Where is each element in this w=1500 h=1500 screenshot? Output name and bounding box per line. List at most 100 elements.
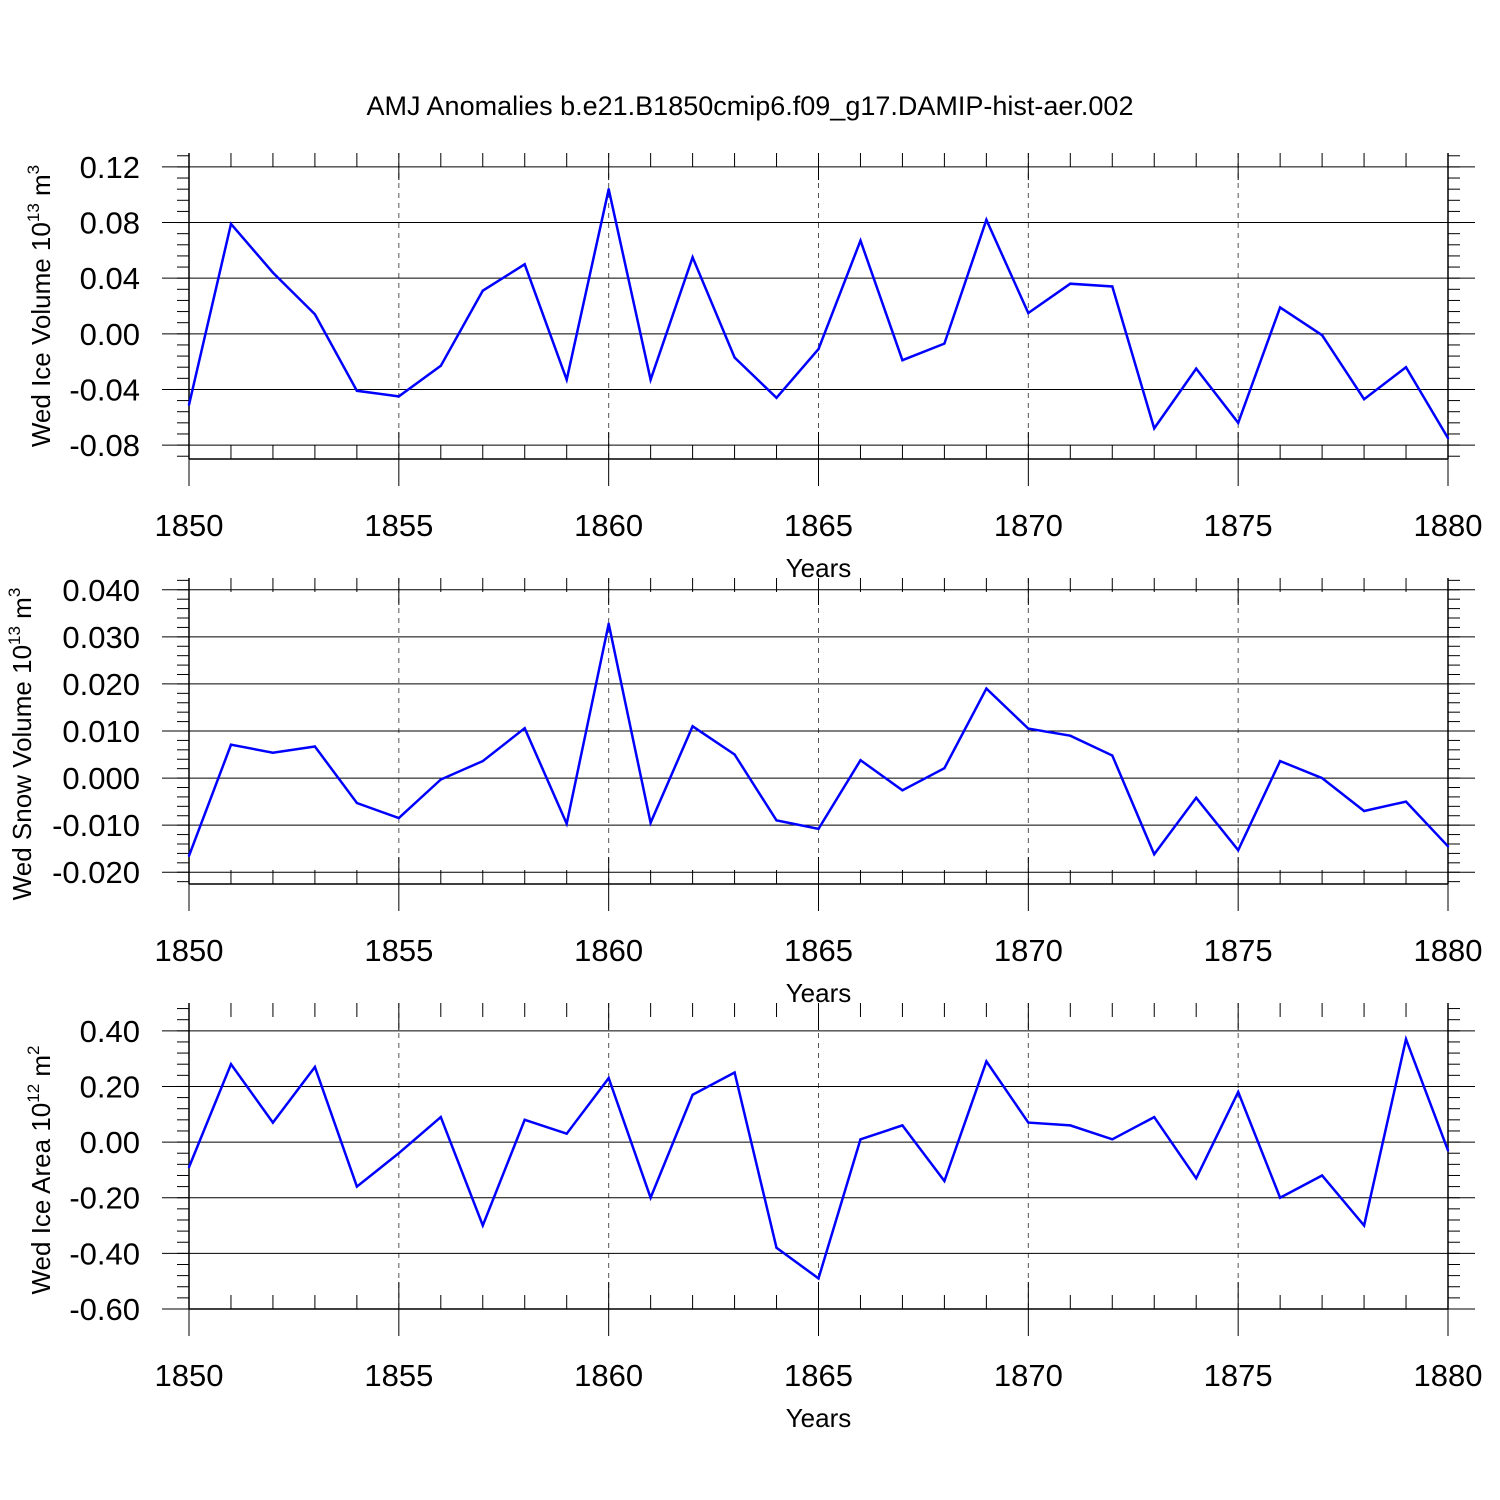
data-point [1446, 436, 1450, 440]
data-point [859, 758, 862, 762]
y-tick-label: 0.40 [80, 1014, 140, 1049]
y-tick-label: 0.04 [80, 261, 140, 296]
data-point [775, 396, 778, 399]
x-tick-label: 1855 [364, 508, 433, 543]
data-point [523, 263, 526, 266]
x-tick-label: 1865 [784, 933, 853, 968]
data-point [691, 256, 694, 259]
x-tick-label: 1860 [574, 1358, 643, 1393]
data-point [1278, 1196, 1282, 1199]
data-point [1111, 285, 1114, 288]
data-point [733, 753, 736, 756]
data-point [859, 1138, 862, 1141]
data-point [397, 816, 401, 820]
data-point [271, 1121, 275, 1124]
data-point [313, 313, 317, 316]
x-tick-label: 1860 [574, 933, 643, 968]
data-point [397, 1152, 401, 1155]
y-tick-label: 0.00 [80, 1125, 140, 1160]
x-tick-label: 1870 [994, 933, 1063, 968]
x-tick-label: 1875 [1204, 1358, 1273, 1393]
data-point [1153, 427, 1156, 430]
panel-2: -0.020 -0.010 0.000 0.010 0.020 0.030 0.040 185… [5, 573, 1482, 1008]
data-point [229, 1063, 233, 1066]
data-point [1153, 853, 1156, 856]
data-point [1195, 367, 1198, 370]
data-point [733, 1071, 736, 1074]
data-point [187, 1165, 191, 1169]
panel-3: -0.60 -0.40 -0.20 0.00 0.20 0.40 1850 1855 1860 1… [24, 1003, 1482, 1433]
x-tick-label: 1860 [574, 508, 643, 543]
data-point [901, 789, 904, 792]
data-point [313, 745, 317, 748]
data-point [607, 187, 610, 191]
data-point [1236, 1090, 1240, 1094]
data-point [817, 347, 820, 351]
data-point [481, 1224, 484, 1227]
y-tick-label: 0.020 [62, 667, 140, 702]
y-tick-label: 0.030 [62, 620, 140, 655]
data-point [271, 751, 275, 754]
data-point [271, 271, 275, 274]
data-point [943, 342, 946, 345]
data-point [187, 403, 191, 406]
data-point [439, 1115, 442, 1119]
x-tick-label: 1855 [364, 1358, 433, 1393]
data-point [1111, 1138, 1114, 1141]
y-tick-label: 0.00 [80, 317, 140, 352]
x-tick-label: 1850 [155, 508, 224, 543]
data-point [1236, 848, 1240, 852]
y-axis-label: Wed Ice Volume 1013 m3 [24, 165, 56, 447]
x-axis-label: Years [786, 1403, 852, 1433]
x-tick-label: 1880 [1414, 1358, 1483, 1393]
data-point [901, 1124, 904, 1127]
data-point [481, 759, 484, 763]
chart-panels: -0.08 -0.04 0.00 0.04 0.08 0.12 1850 1855 1860 18… [5, 150, 1482, 1433]
data-point [1362, 809, 1366, 813]
data-point [565, 1132, 568, 1135]
data-point [229, 743, 233, 746]
data-point [943, 1179, 946, 1183]
data-point [1362, 397, 1366, 401]
x-tick-label: 1870 [994, 508, 1063, 543]
data-point [691, 725, 694, 728]
y-tick-label: 0.040 [62, 573, 140, 608]
y-tick-label: -0.40 [69, 1236, 140, 1271]
data-point [439, 364, 442, 368]
y-tick-label: -0.010 [52, 808, 140, 843]
data-point [649, 1196, 652, 1199]
data-point [985, 1060, 988, 1063]
data-point [397, 395, 401, 398]
data-point [1027, 311, 1030, 315]
x-tick-label: 1875 [1204, 933, 1273, 968]
data-point [481, 289, 484, 292]
y-tick-label: -0.60 [69, 1292, 140, 1327]
data-point [1069, 734, 1072, 737]
data-point [649, 378, 652, 381]
data-point [565, 378, 568, 381]
y-tick-label: -0.20 [69, 1181, 140, 1216]
data-point [1404, 800, 1408, 803]
data-point [691, 1093, 694, 1097]
data-point [355, 1185, 359, 1188]
data-point [817, 827, 820, 831]
y-tick-label: -0.04 [69, 372, 140, 407]
y-tick-label: 0.08 [80, 206, 140, 241]
x-tick-label: 1855 [364, 933, 433, 968]
x-tick-label: 1875 [1204, 508, 1273, 543]
x-tick-label: 1865 [784, 1358, 853, 1393]
data-point [985, 687, 988, 690]
y-tick-label: 0.000 [62, 761, 140, 796]
x-tick-label: 1870 [994, 1358, 1063, 1393]
data-point [859, 239, 862, 242]
data-point [1278, 759, 1282, 763]
data-point [313, 1065, 317, 1069]
data-point [1236, 421, 1240, 425]
data-point [439, 778, 442, 781]
data-point [775, 819, 778, 822]
data-point [607, 622, 610, 625]
data-point [1153, 1115, 1156, 1119]
data-point [1069, 1124, 1072, 1127]
data-point [943, 766, 946, 770]
x-tick-label: 1850 [155, 933, 224, 968]
